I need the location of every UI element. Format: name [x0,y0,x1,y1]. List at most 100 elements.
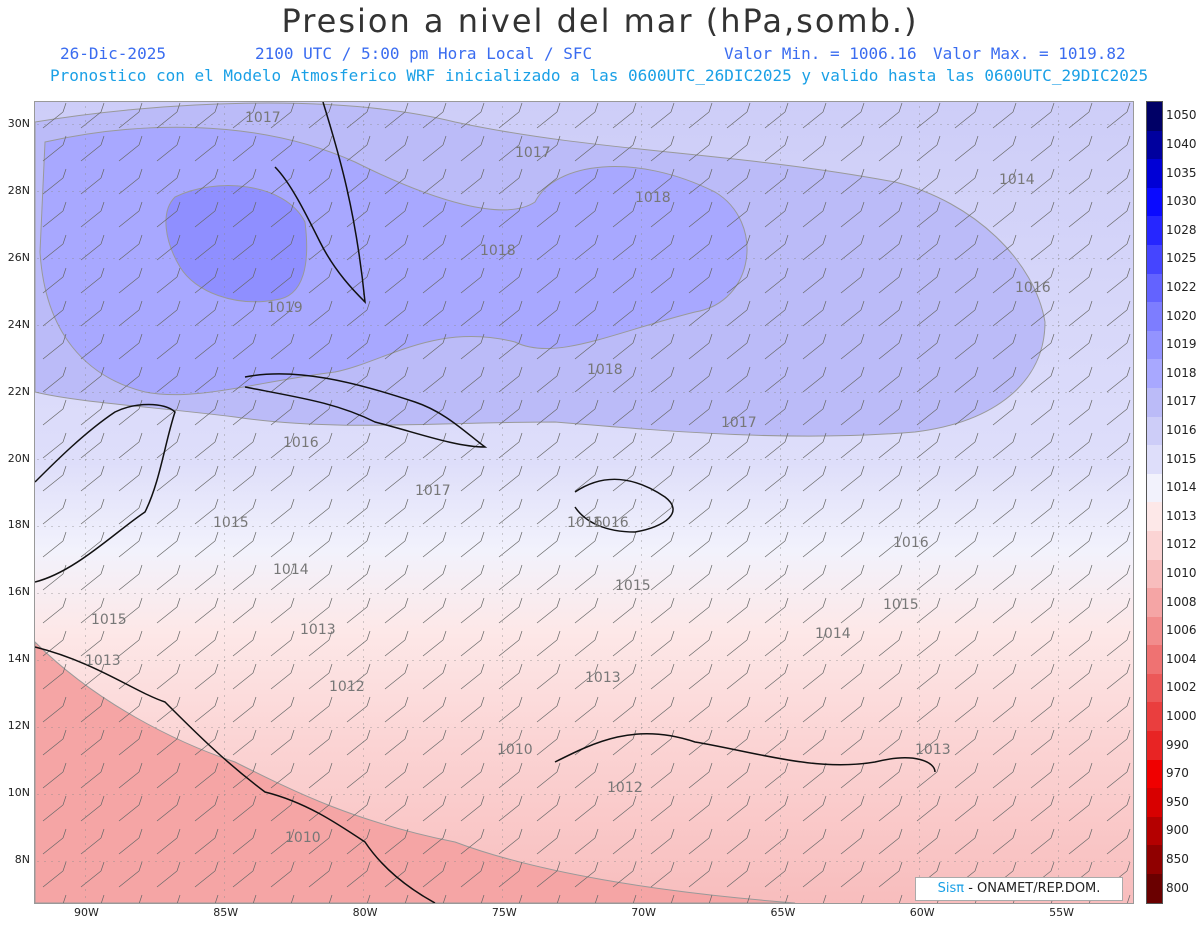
pressure-map: 1017 1017 1018 1018 1019 1018 1017 1016 … [34,101,1134,904]
latitude-label: 18N [7,518,30,532]
legend-swatch [1147,216,1162,245]
latitude-label: 16N [7,585,30,599]
latitude-label: 14N [7,652,30,666]
latitude-label: 22N [7,384,30,398]
legend-swatch [1147,416,1162,446]
contour-label: 1017 [245,110,281,126]
legend-swatch [1147,845,1162,875]
legend-level-label: 970 [1166,766,1189,781]
legend-level-label: 1028 [1166,222,1197,237]
contour-label: 1015 [213,515,249,531]
latitude-label: 8N [14,852,30,866]
legend-level-label: 900 [1166,823,1189,838]
contour-label: 1016 [1015,280,1051,296]
contour-label: 1013 [915,742,951,758]
longitude-label: 75W [491,906,517,919]
coastlines [35,102,936,903]
time-label: 2100 UTC / 5:00 pm Hora Local / SFC [255,44,593,63]
legend-swatch [1147,731,1162,760]
legend-level-label: 1050 [1166,108,1197,123]
contour-label: 1018 [635,190,671,206]
legend-swatch [1147,159,1162,188]
latitude-label: 24N [7,317,30,331]
contour-label: 1017 [415,483,451,499]
credit-badge: Sisπ - ONAMET/REP.DOM. [915,877,1123,901]
legend-level-label: 1020 [1166,308,1197,323]
latitude-label: 28N [7,183,30,197]
contour-label: 1015 [91,612,127,628]
legend-swatch [1147,702,1162,732]
contour-label: 1014 [273,562,309,578]
legend-level-label: 1015 [1166,451,1197,466]
legend-level-label: 950 [1166,794,1189,809]
legend-swatch [1147,130,1162,160]
color-legend [1146,101,1163,904]
legend-swatch [1147,330,1162,360]
contour-label: 1015 [883,597,919,613]
contour-label: 1013 [585,670,621,686]
legend-swatch [1147,244,1162,274]
contour-label: 1016 [567,515,603,531]
legend-swatch [1147,445,1162,474]
latitude-label: 26N [7,250,30,264]
latitude-label: 20N [7,451,30,465]
legend-level-label: 1000 [1166,709,1197,724]
legend-swatch [1147,530,1162,560]
contour-label: 1018 [480,243,516,259]
contour-label: 1019 [267,300,303,316]
legend-level-label: 1008 [1166,594,1197,609]
legend-level-label: 1022 [1166,279,1197,294]
legend-swatch [1147,502,1162,531]
legend-swatch [1147,673,1162,703]
contour-label: 1013 [85,653,121,669]
longitude-label: 85W [213,906,239,919]
legend-level-label: 990 [1166,737,1189,752]
legend-swatch [1147,387,1162,417]
legend-swatch [1147,616,1162,646]
contour-label: 1016 [893,535,929,551]
legend-level-label: 1025 [1166,251,1197,266]
credit-text: - ONAMET/REP.DOM. [964,881,1101,896]
latitude-label: 30N [7,117,30,130]
longitude-label: 55W [1049,906,1074,919]
longitude-label: 60W [909,906,935,919]
contour-label: 1013 [300,622,336,638]
legend-swatch [1147,187,1162,217]
contour-label: 1017 [721,415,757,431]
longitude-label: 65W [770,906,796,919]
contour-label: 1018 [587,362,623,378]
map-title: Presion a nivel del mar (hPa,somb.) [281,2,919,40]
legend-level-label: 1010 [1166,566,1197,581]
longitude-label: 80W [352,906,378,919]
legend-swatch [1147,645,1162,674]
forecast-label: Pronostico con el Modelo Atmosferico WRF… [50,66,1149,85]
contour-label: 1016 [283,435,319,451]
legend-swatch [1147,273,1162,303]
legend-level-label: 850 [1166,852,1189,867]
legend-level-label: 1016 [1166,422,1197,437]
legend-swatch [1147,473,1162,503]
contour-label: 1014 [815,626,851,642]
legend-level-label: 1004 [1166,651,1197,666]
contour-label: 1017 [515,145,551,161]
legend-swatch [1147,816,1162,846]
contour-label: 1015 [615,578,651,594]
contour-label: 1016 [593,515,629,531]
legend-level-label: 1018 [1166,365,1197,380]
legend-level-label: 1017 [1166,394,1197,409]
graticule [35,102,1133,903]
longitude-label: 70W [631,906,657,919]
legend-swatch [1147,102,1162,131]
legend-level-label: 1006 [1166,623,1197,638]
latitude-label: 12N [7,719,30,733]
legend-swatch [1147,788,1162,817]
legend-swatch [1147,588,1162,617]
contour-label: 1012 [607,780,643,796]
legend-level-label: 1019 [1166,337,1197,352]
legend-swatch [1147,874,1162,903]
max-value-label: Valor Max. = 1019.82 [933,44,1126,63]
contour-label: 1012 [329,679,365,695]
sispi-logo: Sisπ [937,881,965,896]
legend-level-label: 1012 [1166,537,1197,552]
legend-level-label: 1014 [1166,480,1197,495]
